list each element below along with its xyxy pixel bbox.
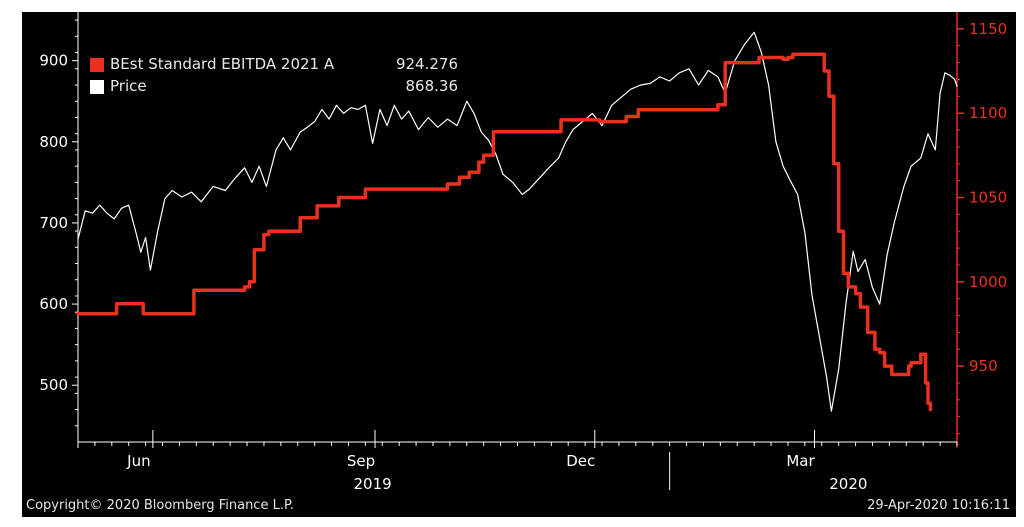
legend-item-price: Price 868.36	[84, 74, 462, 96]
left-axis-tick-label: 500	[39, 376, 68, 394]
right-axis-tick-label: 1050	[969, 188, 1007, 206]
legend-value: 868.36	[405, 77, 459, 95]
price-swatch	[90, 79, 104, 94]
left-axis-tick-label: 800	[39, 133, 68, 151]
x-axis-month-label: Mar	[786, 452, 815, 470]
legend-label: Price	[110, 77, 147, 95]
legend-item-ebitda: BEst Standard EBITDA 2021 A 924.276	[84, 52, 462, 74]
copyright-text: Copyright© 2020 Bloomberg Finance L.P.	[26, 498, 294, 513]
right-axis-tick-label: 1000	[969, 273, 1007, 291]
right-axis-tick-label: 1100	[969, 104, 1007, 122]
series	[76, 31, 958, 412]
x-axis-year-label: 2019	[354, 475, 392, 493]
ebitda-estimate-line	[76, 52, 933, 412]
right-axis-tick-label: 950	[969, 357, 998, 375]
x-axis-month-label: Jun	[126, 452, 150, 470]
price-ebitda-chart: 500 600 700 800 900 950 1000 1050 1100 1150 Jun Sep…	[39, 12, 1007, 493]
chart-legend: BEst Standard EBITDA 2021 A 924.276 Pric…	[84, 52, 462, 96]
x-axis-month-label: Sep	[347, 452, 375, 470]
left-axis-tick-label: 900	[39, 52, 68, 70]
chart-frame: 500 600 700 800 900 950 1000 1050 1100 1150 Jun Sep…	[22, 12, 1016, 517]
left-axis-tick-label: 600	[39, 295, 68, 313]
x-axis-year-label: 2020	[829, 475, 867, 493]
ebitda-swatch	[90, 57, 104, 72]
x-axis-month-label: Dec	[566, 452, 595, 470]
axes: 500 600 700 800 900 950 1000 1050 1100 1150 Jun Sep…	[39, 12, 1007, 493]
legend-label: BEst Standard EBITDA 2021 A	[110, 55, 335, 73]
left-axis-tick-label: 700	[39, 214, 68, 232]
price-series-line	[77, 31, 958, 412]
right-axis-tick-label: 1150	[969, 20, 1007, 38]
legend-value: 924.276	[395, 55, 458, 73]
timestamp-text: 29-Apr-2020 10:16:11	[867, 498, 1010, 513]
